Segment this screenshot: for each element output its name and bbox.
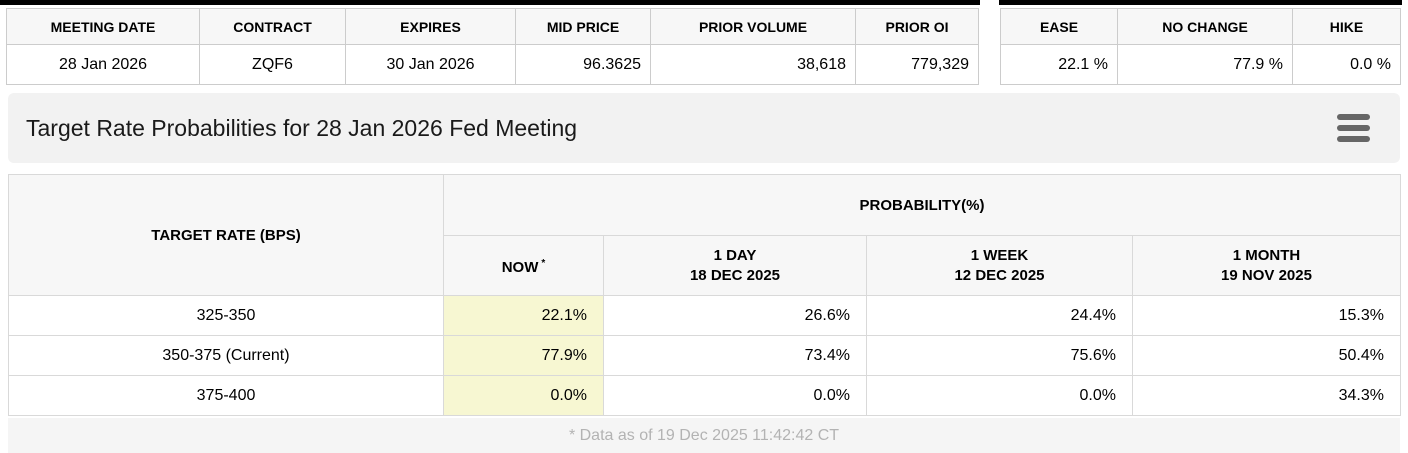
ease-value: 22.1 % (1000, 44, 1118, 85)
now-prob-value: 0.0% (443, 375, 604, 416)
1-day-prob-value: 0.0% (603, 375, 867, 416)
hamburger-bar (1337, 114, 1370, 120)
table-row: 375-400 0.0% 0.0% 0.0% 34.3% (8, 375, 1401, 416)
hamburger-bar (1337, 125, 1370, 131)
now-prob-value: 77.9% (443, 335, 604, 376)
col-header-prior-oi: PRIOR OI (855, 8, 979, 45)
col-header-target-rate: TARGET RATE (BPS) (8, 174, 444, 296)
contract-summary-row: 28 Jan 2026 ZQF6 30 Jan 2026 96.3625 38,… (6, 44, 979, 85)
col-header-line1: 1 MONTH (1232, 246, 1301, 264)
prior-volume-value: 38,618 (650, 44, 856, 85)
prior-oi-value: 779,329 (855, 44, 979, 85)
col-header-hike: HIKE (1292, 8, 1401, 45)
col-header-line1: 1 WEEK (970, 246, 1029, 264)
1-month-prob-value: 34.3% (1132, 375, 1401, 416)
col-header-mid-price: MID PRICE (515, 8, 651, 45)
col-header-line2: 12 DEC 2025 (954, 266, 1045, 284)
meeting-date-value: 28 Jan 2026 (6, 44, 200, 85)
target-rate-value: 325-350 (8, 295, 444, 336)
table-row: 350-375 (Current) 77.9% 73.4% 75.6% 50.4… (8, 335, 1401, 376)
1-week-prob-value: 75.6% (866, 335, 1133, 376)
col-header-1-month: 1 MONTH 19 NOV 2025 (1132, 235, 1401, 296)
hamburger-menu-icon[interactable] (1337, 114, 1370, 142)
target-rate-probability-table: TARGET RATE (BPS) PROBABILITY(%) NOW * 1 … (8, 174, 1401, 416)
top-accent-bar-right (999, 0, 1402, 5)
col-header-contract: CONTRACT (199, 8, 346, 45)
col-header-now: NOW * (443, 235, 604, 296)
col-header-ease: EASE (1000, 8, 1118, 45)
1-month-prob-value: 50.4% (1132, 335, 1401, 376)
1-day-prob-value: 73.4% (603, 335, 867, 376)
now-asterisk: * (541, 257, 546, 269)
1-week-prob-value: 0.0% (866, 375, 1133, 416)
now-label: NOW (501, 258, 539, 276)
contract-summary-table: MEETING DATE CONTRACT EXPIRES MID PRICE … (6, 8, 979, 85)
col-header-1-week: 1 WEEK 12 DEC 2025 (866, 235, 1133, 296)
col-header-meeting-date: MEETING DATE (6, 8, 200, 45)
data-as-of-footnote: * Data as of 19 Dec 2025 11:42:42 CT (8, 418, 1400, 453)
rate-action-table: EASE NO CHANGE HIKE 22.1 % 77.9 % 0.0 % (1000, 8, 1401, 85)
table-row: 325-350 22.1% 26.6% 24.4% 15.3% (8, 295, 1401, 336)
no-change-value: 77.9 % (1117, 44, 1293, 85)
mid-price-value: 96.3625 (515, 44, 651, 85)
col-header-expires: EXPIRES (345, 8, 516, 45)
1-month-prob-value: 15.3% (1132, 295, 1401, 336)
1-day-prob-value: 26.6% (603, 295, 867, 336)
1-week-prob-value: 24.4% (866, 295, 1133, 336)
col-header-no-change: NO CHANGE (1117, 8, 1293, 45)
page-title: Target Rate Probabilities for 28 Jan 202… (26, 114, 578, 141)
col-header-line1: 1 DAY (713, 246, 757, 264)
target-rate-value: 350-375 (Current) (8, 335, 444, 376)
contract-value: ZQF6 (199, 44, 346, 85)
col-header-line2: 19 NOV 2025 (1221, 266, 1312, 284)
hike-value: 0.0 % (1292, 44, 1401, 85)
expires-value: 30 Jan 2026 (345, 44, 516, 85)
target-rate-value: 375-400 (8, 375, 444, 416)
chart-title-panel: Target Rate Probabilities for 28 Jan 202… (8, 93, 1400, 163)
col-header-1-day: 1 DAY 18 DEC 2025 (603, 235, 867, 296)
group-header-probability: PROBABILITY(%) (443, 174, 1401, 236)
rate-action-row: 22.1 % 77.9 % 0.0 % (1000, 44, 1401, 85)
now-prob-value: 22.1% (443, 295, 604, 336)
col-header-line2: 18 DEC 2025 (689, 266, 781, 284)
hamburger-bar (1337, 136, 1370, 142)
col-header-prior-volume: PRIOR VOLUME (650, 8, 856, 45)
top-accent-bar-left (0, 0, 980, 5)
